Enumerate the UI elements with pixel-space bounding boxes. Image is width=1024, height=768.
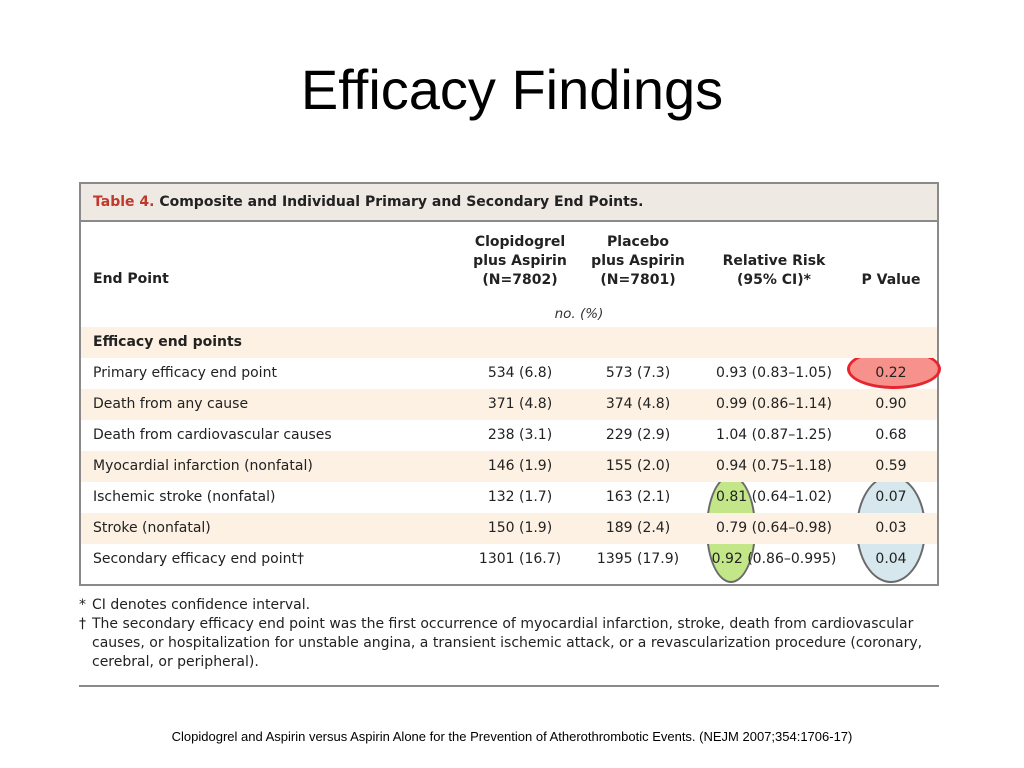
p-value-cell: 0.07 [875,489,907,505]
table-body: Efficacy end points Primary efficacy end… [81,327,937,575]
slide-title: Efficacy Findings [300,58,724,121]
p-value-cell: 0.90 [875,396,907,412]
footnote-text: CI denotes confidence interval. [92,597,311,613]
footnote-mark: * [79,597,86,613]
table-row: Myocardial infarction (nonfatal) 146 (1.… [81,451,937,482]
results-table: Table 4. Composite and Individual Primar… [79,182,941,586]
table-footnotes: * CI denotes confidence interval. † The … [79,596,939,672]
clopidogrel-cell: 371 (4.8) [487,396,553,412]
clopidogrel-cell: 1301 (16.7) [478,551,562,567]
source-citation: Clopidogrel and Aspirin versus Aspirin A… [171,729,853,744]
endpoint-cell: Myocardial infarction (nonfatal) [93,458,313,474]
table-row: Ischemic stroke (nonfatal) 132 (1.7) 163… [81,482,937,513]
endpoint-cell: Ischemic stroke (nonfatal) [93,489,276,505]
header-p-value: P Value [861,272,921,288]
endpoint-cell: Death from cardiovascular causes [93,427,332,443]
placebo-cell: 573 (7.3) [605,365,671,381]
relative-risk-cell: 0.99 (0.86–1.14) [716,396,832,412]
header-clopidogrel: Clopidogrel plus Aspirin (N=7802) [473,234,567,288]
placebo-cell: 163 (2.1) [605,489,671,505]
clopidogrel-cell: 534 (6.8) [487,365,553,381]
section-label: Efficacy end points [93,334,243,350]
relative-risk-cell: 0.81 (0.64–1.02) [716,489,832,505]
footnote: * CI denotes confidence interval. [79,596,939,615]
placebo-cell: 1395 (17.9) [596,551,680,567]
header-endpoint: End Point [93,271,169,287]
clopidogrel-cell: 132 (1.7) [487,489,553,505]
endpoint-cell: Secondary efficacy end point† [93,551,304,567]
bottom-divider [79,685,939,687]
p-value-cell: 0.03 [875,520,907,536]
caption-text: Table 4. Composite and Individual Primar… [93,194,643,210]
table-row: Death from any cause 371 (4.8) 374 (4.8)… [81,389,937,420]
placebo-cell: 374 (4.8) [605,396,671,412]
relative-risk-cell: 0.93 (0.83–1.05) [716,365,832,381]
footnote: † The secondary efficacy end point was t… [79,615,939,672]
table-row: Stroke (nonfatal) 150 (1.9) 189 (2.4) 0.… [81,513,937,544]
relative-risk-cell: 0.92 (0.86–0.995) [711,551,837,567]
table-caption: Table 4. Composite and Individual Primar… [81,184,937,222]
header-placebo: Placebo plus Aspirin (N=7801) [591,234,685,288]
clopidogrel-cell: 150 (1.9) [487,520,553,536]
footnote-mark: † [79,616,86,632]
placebo-cell: 189 (2.4) [605,520,671,536]
caption-label: Table 4. [93,194,155,210]
caption-description: Composite and Individual Primary and Sec… [154,194,644,210]
p-value-cell: 0.68 [875,427,907,443]
table-row: Death from cardiovascular causes 238 (3.… [81,420,937,451]
units-label: no. (%) [554,306,604,322]
placebo-cell: 229 (2.9) [605,427,671,443]
table-row: Secondary efficacy end point† 1301 (16.7… [81,544,937,575]
p-value-cell: 0.22 [875,365,907,381]
header-relative-risk: Relative Risk (95% CI)* [722,253,826,288]
footnote-text: The secondary efficacy end point was the… [92,616,923,670]
clopidogrel-cell: 238 (3.1) [487,427,553,443]
section-row: Efficacy end points [81,327,937,358]
p-value-cell: 0.04 [875,551,907,567]
p-value-cell: 0.59 [875,458,907,474]
relative-risk-cell: 0.79 (0.64–0.98) [716,520,832,536]
clopidogrel-cell: 146 (1.9) [487,458,553,474]
table-row: Primary efficacy end point 534 (6.8) 573… [81,358,937,389]
relative-risk-cell: 1.04 (0.87–1.25) [716,427,832,443]
endpoint-cell: Death from any cause [93,396,249,412]
endpoint-cell: Stroke (nonfatal) [93,520,211,536]
relative-risk-cell: 0.94 (0.75–1.18) [716,458,832,474]
endpoint-cell: Primary efficacy end point [93,365,277,381]
placebo-cell: 155 (2.0) [605,458,671,474]
